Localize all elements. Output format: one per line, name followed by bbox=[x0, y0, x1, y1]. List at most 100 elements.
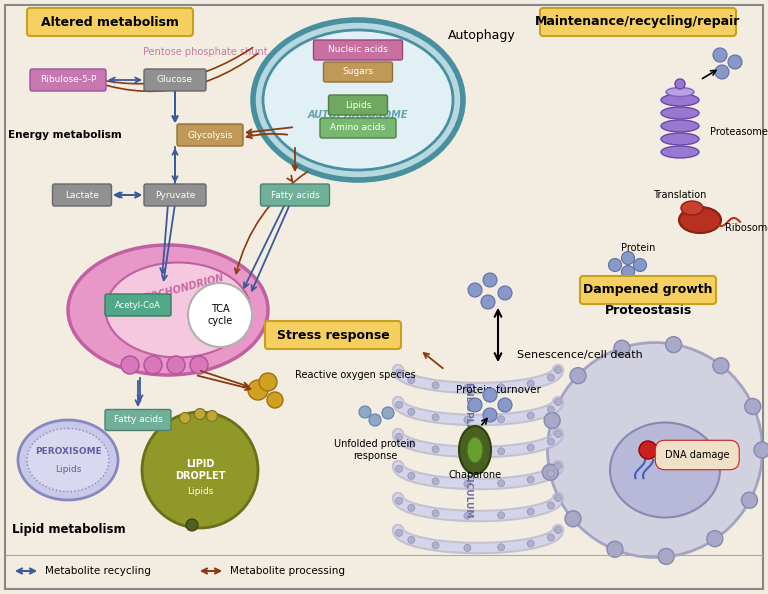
Text: Altered metabolism: Altered metabolism bbox=[41, 15, 179, 29]
Ellipse shape bbox=[661, 120, 699, 132]
Text: Lactate: Lactate bbox=[65, 191, 99, 200]
Ellipse shape bbox=[263, 30, 453, 170]
Circle shape bbox=[408, 472, 415, 479]
Text: Chaparone: Chaparone bbox=[449, 470, 502, 480]
FancyBboxPatch shape bbox=[144, 69, 206, 91]
Circle shape bbox=[715, 65, 729, 79]
Circle shape bbox=[498, 544, 505, 551]
Circle shape bbox=[464, 384, 471, 391]
Text: Protein turnover: Protein turnover bbox=[455, 385, 541, 395]
Circle shape bbox=[527, 412, 535, 419]
Circle shape bbox=[570, 368, 586, 384]
Circle shape bbox=[483, 273, 497, 287]
Circle shape bbox=[548, 534, 554, 541]
Circle shape bbox=[634, 258, 647, 271]
Circle shape bbox=[382, 407, 394, 419]
Circle shape bbox=[121, 356, 139, 374]
Circle shape bbox=[186, 519, 198, 531]
Circle shape bbox=[621, 266, 634, 279]
Circle shape bbox=[741, 492, 757, 508]
Text: Fatty acids: Fatty acids bbox=[270, 191, 319, 200]
Circle shape bbox=[432, 382, 439, 388]
Ellipse shape bbox=[459, 426, 491, 474]
Circle shape bbox=[527, 508, 535, 515]
Ellipse shape bbox=[679, 207, 721, 233]
Text: Translation: Translation bbox=[654, 190, 707, 200]
Circle shape bbox=[464, 513, 471, 519]
Ellipse shape bbox=[610, 422, 720, 517]
Circle shape bbox=[396, 465, 402, 472]
Text: PEROXISOME: PEROXISOME bbox=[35, 447, 101, 457]
Ellipse shape bbox=[68, 245, 268, 375]
Circle shape bbox=[396, 434, 402, 440]
Circle shape bbox=[432, 446, 439, 453]
Circle shape bbox=[527, 540, 535, 547]
Circle shape bbox=[498, 480, 505, 486]
FancyBboxPatch shape bbox=[540, 8, 736, 36]
Circle shape bbox=[396, 529, 402, 536]
Text: Lipid metabolism: Lipid metabolism bbox=[12, 523, 126, 536]
FancyBboxPatch shape bbox=[105, 294, 171, 316]
Text: Proteostasis: Proteostasis bbox=[604, 304, 692, 317]
Circle shape bbox=[614, 340, 630, 356]
Circle shape bbox=[464, 544, 471, 551]
FancyBboxPatch shape bbox=[30, 69, 106, 91]
Circle shape bbox=[468, 398, 482, 412]
Text: Maintenance/recycling/repair: Maintenance/recycling/repair bbox=[535, 15, 740, 29]
Circle shape bbox=[190, 356, 208, 374]
Circle shape bbox=[554, 526, 561, 533]
Circle shape bbox=[464, 448, 471, 456]
Circle shape bbox=[468, 283, 482, 297]
Circle shape bbox=[396, 402, 402, 408]
Ellipse shape bbox=[105, 263, 250, 358]
Circle shape bbox=[408, 504, 415, 511]
Ellipse shape bbox=[661, 133, 699, 145]
Text: Reactive oxygen species: Reactive oxygen species bbox=[295, 370, 415, 380]
FancyBboxPatch shape bbox=[580, 276, 716, 304]
Text: Pentose phosphate shunt: Pentose phosphate shunt bbox=[143, 47, 267, 57]
Circle shape bbox=[194, 409, 206, 419]
Circle shape bbox=[666, 337, 681, 353]
Circle shape bbox=[408, 409, 415, 415]
Circle shape bbox=[396, 369, 402, 377]
Text: Lipids: Lipids bbox=[345, 100, 371, 109]
Text: Lipids: Lipids bbox=[187, 488, 214, 497]
Circle shape bbox=[554, 463, 561, 469]
Circle shape bbox=[432, 542, 439, 549]
FancyBboxPatch shape bbox=[5, 5, 763, 589]
Circle shape bbox=[565, 511, 581, 527]
Circle shape bbox=[527, 380, 535, 387]
Ellipse shape bbox=[661, 146, 699, 158]
Text: Glycolysis: Glycolysis bbox=[187, 131, 233, 140]
FancyBboxPatch shape bbox=[105, 409, 171, 431]
FancyBboxPatch shape bbox=[260, 184, 329, 206]
Circle shape bbox=[639, 441, 657, 459]
Circle shape bbox=[396, 497, 402, 504]
Circle shape bbox=[658, 548, 674, 564]
Circle shape bbox=[259, 373, 277, 391]
Circle shape bbox=[408, 377, 415, 384]
Text: Energy metabolism: Energy metabolism bbox=[8, 130, 122, 140]
Text: LIPID
DROPLET: LIPID DROPLET bbox=[175, 459, 225, 481]
Circle shape bbox=[607, 541, 623, 557]
Text: Glucose: Glucose bbox=[157, 75, 193, 84]
Text: Pyruvate: Pyruvate bbox=[155, 191, 195, 200]
FancyBboxPatch shape bbox=[27, 8, 193, 36]
Circle shape bbox=[359, 406, 371, 418]
Circle shape bbox=[369, 414, 381, 426]
Text: AUTOPHAGOSOME: AUTOPHAGOSOME bbox=[308, 110, 409, 120]
Circle shape bbox=[144, 356, 162, 374]
Text: Ribulose-5-P: Ribulose-5-P bbox=[40, 75, 96, 84]
Ellipse shape bbox=[666, 87, 694, 96]
Circle shape bbox=[621, 251, 634, 264]
Circle shape bbox=[167, 356, 185, 374]
FancyBboxPatch shape bbox=[144, 184, 206, 206]
Circle shape bbox=[464, 416, 471, 424]
Text: Acetyl-CoA: Acetyl-CoA bbox=[115, 301, 161, 309]
Circle shape bbox=[498, 384, 505, 391]
Circle shape bbox=[675, 79, 685, 89]
FancyBboxPatch shape bbox=[265, 321, 401, 349]
Text: Nucleic acids: Nucleic acids bbox=[328, 46, 388, 55]
Circle shape bbox=[481, 295, 495, 309]
Circle shape bbox=[180, 412, 190, 424]
